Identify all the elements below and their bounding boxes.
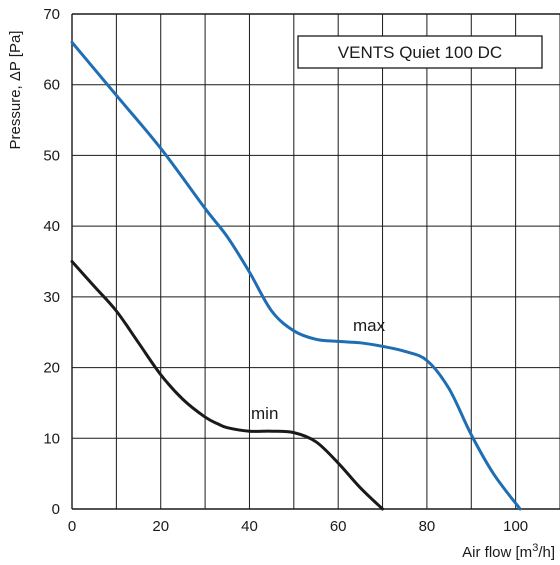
y-axis-label: Pressure, ΔP [Pa] bbox=[7, 31, 24, 150]
series-line-max bbox=[70, 40, 522, 511]
x-tick-label: 80 bbox=[419, 518, 436, 535]
x-tick-labels: 0 20 40 60 80 100 bbox=[68, 518, 528, 535]
y-tick-label: 0 bbox=[52, 501, 60, 518]
x-axis-label-sup: 3 bbox=[532, 542, 538, 554]
y-tick-label: 40 bbox=[43, 218, 60, 235]
y-tick-label: 30 bbox=[43, 289, 60, 306]
series-line-min bbox=[70, 260, 385, 511]
y-tick-label: 10 bbox=[43, 430, 60, 447]
x-axis-label-tail: /h] bbox=[538, 544, 555, 561]
grid-lines bbox=[71, 13, 560, 510]
title-frame bbox=[297, 35, 543, 69]
series-label-max: max bbox=[353, 316, 386, 335]
y-tick-label: 60 bbox=[43, 77, 60, 94]
x-tick-label: 60 bbox=[330, 518, 347, 535]
chart-title-box: VENTS Quiet 100 DC bbox=[297, 35, 543, 69]
chart-title: VENTS Quiet 100 DC bbox=[338, 43, 502, 62]
x-tick-label: 40 bbox=[241, 518, 258, 535]
x-tick-label: 0 bbox=[68, 518, 76, 535]
y-tick-label: 20 bbox=[43, 360, 60, 377]
x-axis-label: Air flow [m3/h] bbox=[462, 542, 555, 561]
y-tick-label: 70 bbox=[43, 6, 60, 23]
y-tick-labels: 0 10 20 30 40 50 60 70 bbox=[43, 6, 60, 518]
series-label-min: min bbox=[251, 404, 278, 423]
x-tick-label: 100 bbox=[503, 518, 528, 535]
x-tick-label: 20 bbox=[152, 518, 169, 535]
series-layer bbox=[70, 40, 522, 511]
y-tick-label: 50 bbox=[43, 147, 60, 164]
x-axis-label-main: Air flow [m bbox=[462, 544, 532, 561]
